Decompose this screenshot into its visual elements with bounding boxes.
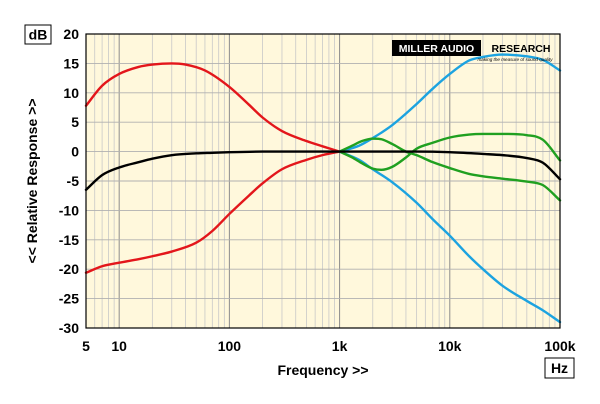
- series-line-2: [84, 150, 341, 274]
- y-unit-label: dB: [29, 27, 48, 43]
- x-tick-label: 100k: [544, 338, 575, 354]
- y-tick-label: -5: [67, 173, 80, 189]
- y-tick-label: 0: [71, 144, 79, 160]
- series-line-7: [84, 150, 562, 192]
- x-unit-box: Hz: [544, 357, 575, 379]
- logo-text-left: MILLER AUDIO: [399, 43, 474, 55]
- plot-series: [84, 53, 562, 324]
- plot-frame: [85, 33, 561, 329]
- y-unit-box: dB: [24, 24, 52, 45]
- y-tick-label: 10: [63, 85, 79, 101]
- miller-audio-research-logo: MILLER AUDIO RESEARCH making the measure…: [392, 40, 553, 62]
- series-line-1: [84, 62, 341, 153]
- y-tick-label: -30: [59, 320, 79, 336]
- y-tick-label: 15: [63, 55, 79, 71]
- y-axis-title: << Relative Response >>: [24, 99, 40, 264]
- series-line-6: [338, 132, 562, 172]
- y-tick-label: -25: [59, 291, 79, 307]
- x-tick-label: 5: [82, 338, 90, 354]
- x-tick-label: 100: [218, 338, 242, 354]
- logo-text-right: RESEARCH: [492, 43, 551, 55]
- x-unit-label: Hz: [551, 360, 568, 376]
- logo-tagline: making the measure of sound quality: [477, 57, 553, 62]
- x-tick-labels: 5 10 100 1k 10k 100k: [82, 338, 576, 354]
- y-tick-label: -10: [59, 202, 79, 218]
- y-tick-label: -20: [59, 261, 79, 277]
- y-tick-label: 5: [71, 114, 79, 130]
- x-tick-label: 10: [111, 338, 127, 354]
- y-tick-label: 20: [63, 26, 79, 42]
- x-axis-title: Frequency >>: [277, 362, 368, 378]
- grid-lines: [86, 34, 560, 328]
- series-line-5: [338, 137, 562, 202]
- x-tick-label: 1k: [332, 338, 348, 354]
- x-tick-label: 10k: [438, 338, 462, 354]
- y-tick-label: -15: [59, 232, 79, 248]
- y-tick-labels: 20 15 10 5 0 -5 -10 -15 -20 -25 -30: [59, 26, 79, 336]
